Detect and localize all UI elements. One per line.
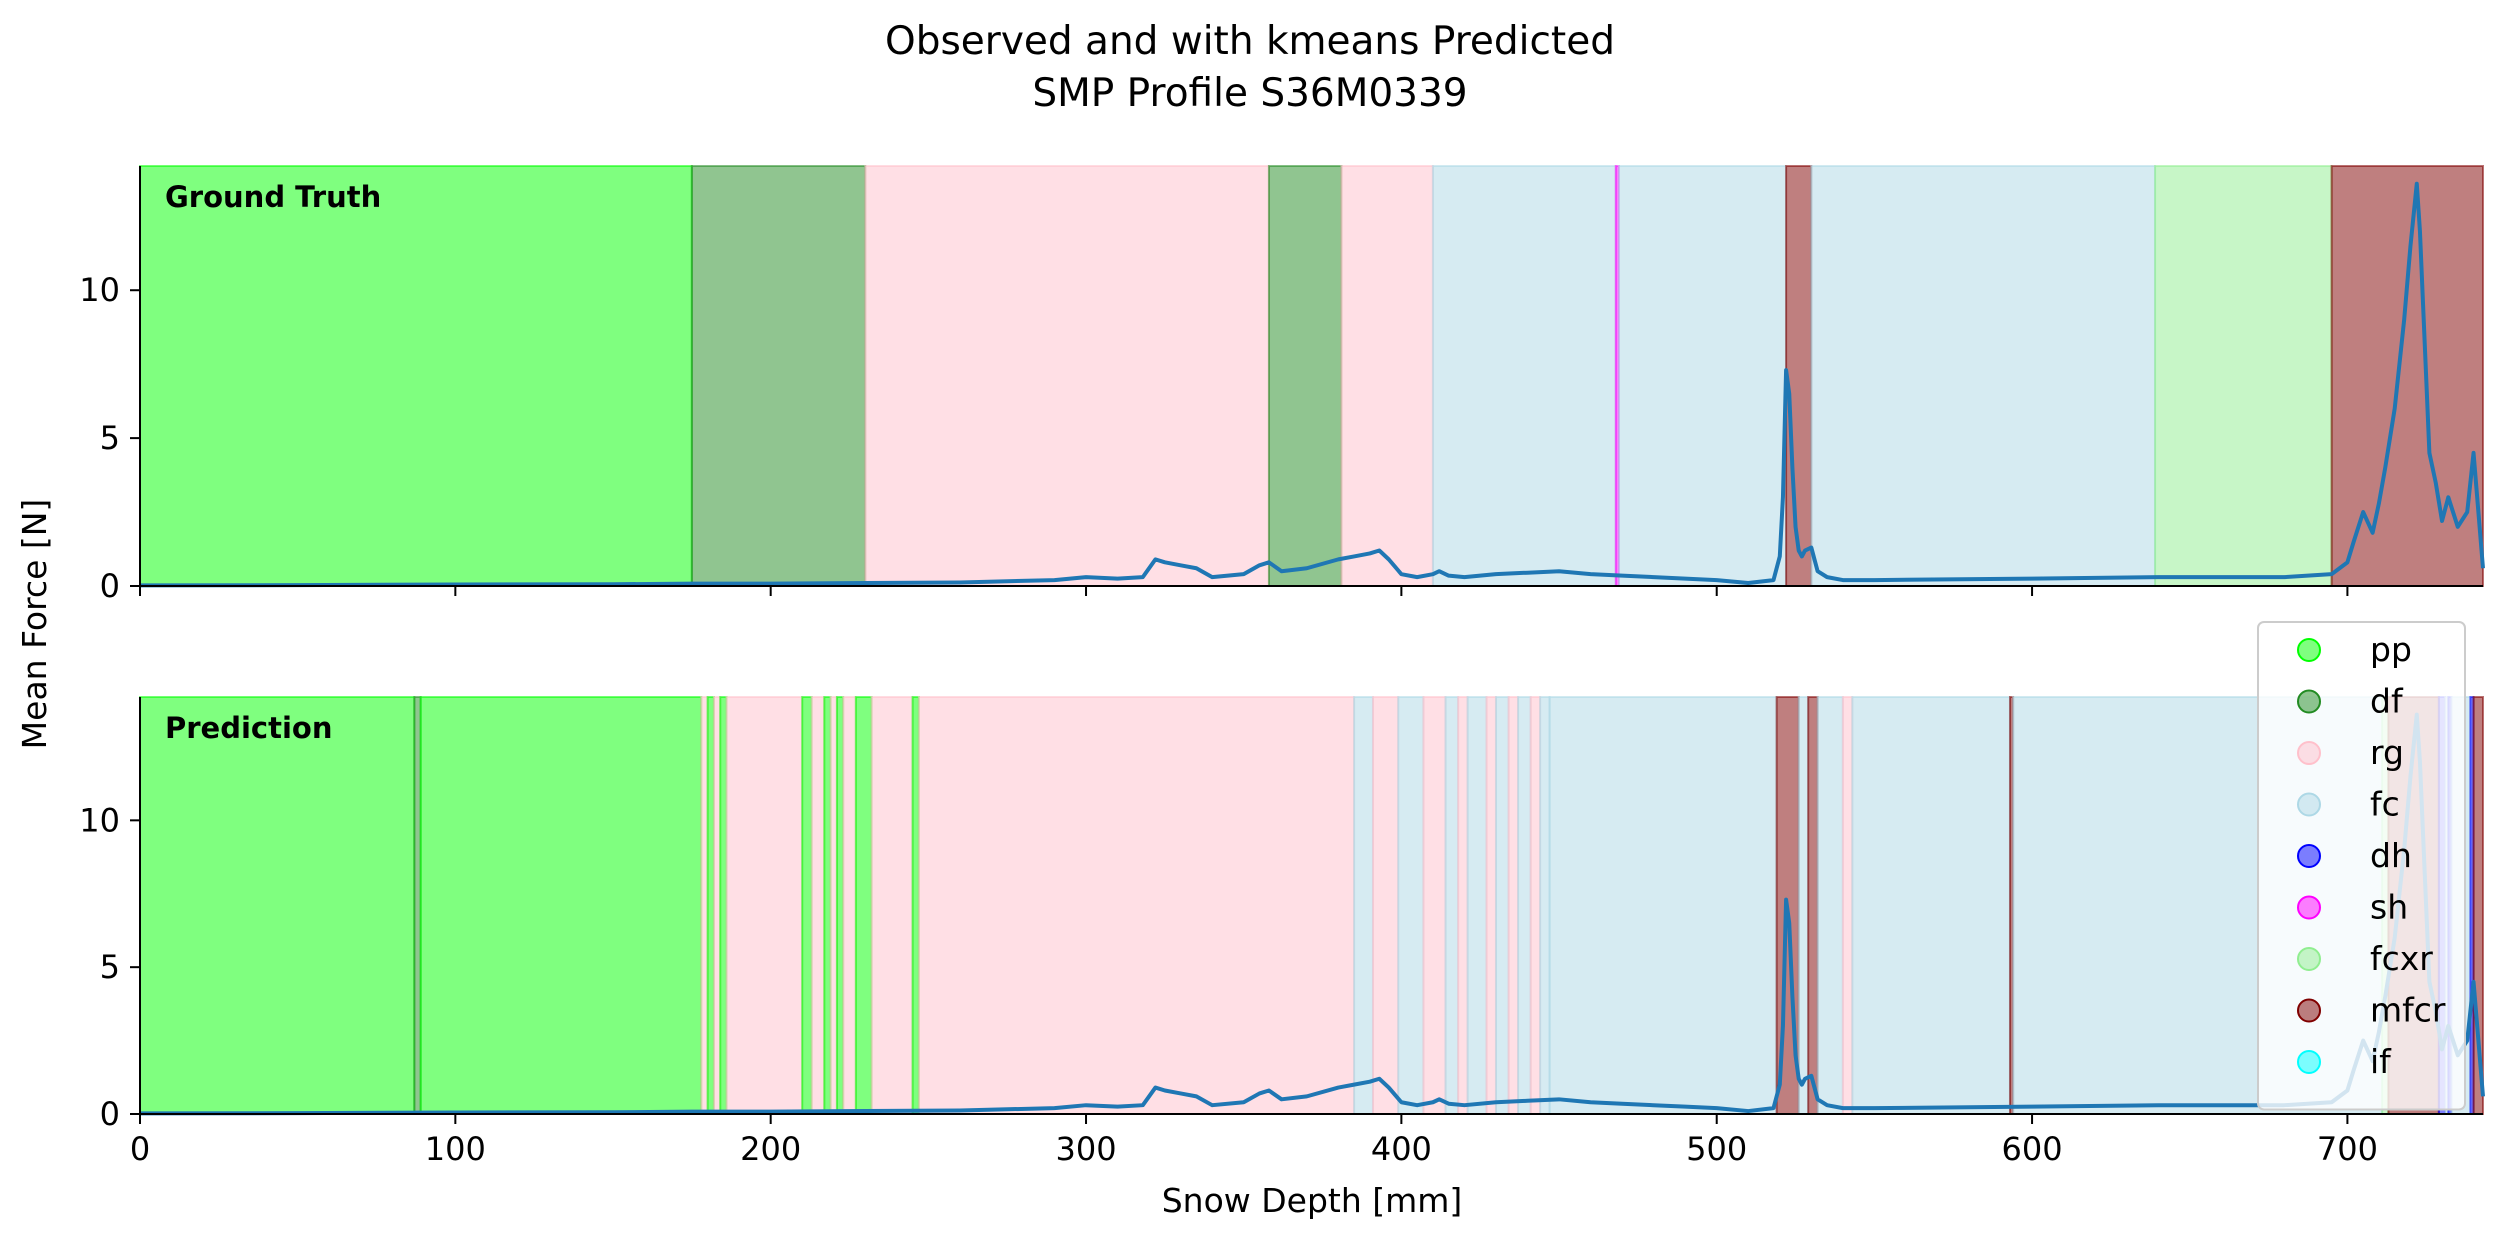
segment-fc: [1353, 696, 1374, 1115]
legend-marker-dh: [2297, 844, 2321, 868]
legend-marker-pp: [2297, 638, 2321, 662]
y-tick-label: 0: [100, 1095, 120, 1133]
y-tick-label: 10: [79, 271, 120, 309]
ground-truth-panel: 0 5 10 Ground Truth: [79, 165, 2485, 605]
y-tick-label: 0: [100, 567, 120, 605]
legend-label-df: df: [2370, 682, 2404, 721]
legend-label-pp: pp: [2370, 630, 2412, 669]
segment-rg: [1457, 696, 1469, 1115]
x-tick-label: 200: [740, 1130, 801, 1168]
segment-fc: [1797, 696, 1810, 1115]
segment-fc: [1539, 696, 1551, 1115]
segment-pp: [801, 696, 813, 1115]
segment-fc: [1397, 696, 1425, 1115]
legend-marker-sh: [2297, 895, 2321, 920]
segment-pp: [139, 165, 693, 587]
segment-rg: [810, 696, 826, 1115]
segment-pp: [139, 696, 416, 1115]
panel-label: Prediction: [165, 711, 333, 745]
chart-title: Observed and with kmeans Predicted SMP P…: [885, 19, 1615, 116]
segment-rg: [1422, 696, 1447, 1115]
segment-fc: [1851, 696, 2011, 1115]
x-tick-label: 100: [425, 1130, 486, 1168]
segment-df: [1267, 165, 1343, 587]
legend-label-fcxr: fcxr: [2370, 939, 2433, 978]
x-tick-label: 700: [2317, 1130, 2378, 1168]
legend-marker-fc: [2297, 792, 2321, 817]
segment-fc: [1431, 165, 1617, 587]
segment-fc: [1466, 696, 1488, 1115]
panel-label: Ground Truth: [165, 180, 381, 214]
segment-fc: [1548, 696, 1778, 1115]
x-tick-label: 300: [1055, 1130, 1116, 1168]
legend-label-if: if: [2370, 1042, 2392, 1081]
x-tick-label: 0: [130, 1130, 150, 1168]
segment-fc: [1494, 696, 1510, 1115]
y-axis-label: Mean Force [N]: [15, 499, 54, 750]
segment-rg: [917, 696, 1356, 1115]
force-line: [139, 181, 2485, 588]
segment-rg: [1371, 696, 1400, 1115]
segment-fc: [1810, 165, 2157, 587]
legend-box: [2257, 621, 2466, 1111]
segment-mfcr: [1807, 696, 1819, 1115]
segment-rg: [870, 696, 914, 1115]
x-tick-label: 400: [1371, 1130, 1432, 1168]
segment-rg: [1485, 696, 1497, 1115]
y-tick-label: 5: [100, 948, 120, 986]
x-tick-label: 600: [2002, 1130, 2063, 1168]
segment-fc: [1816, 696, 1844, 1115]
segment-rg: [1507, 696, 1520, 1115]
segment-fc: [1617, 165, 1788, 587]
legend-marker-fcxr: [2297, 947, 2321, 971]
x-tick-label: 500: [1686, 1130, 1747, 1168]
segment-pp: [419, 696, 703, 1115]
segment-mfcr: [2330, 165, 2484, 587]
chart-title-line-1: Observed and with kmeans Predicted: [885, 19, 1615, 64]
x-axis-label: Snow Depth [mm]: [1162, 1181, 1463, 1220]
legend-marker-df: [2297, 689, 2321, 714]
legend-label-dh: dh: [2370, 836, 2412, 875]
legend-label-sh: sh: [2370, 888, 2408, 927]
legend-marker-mfcr: [2297, 998, 2321, 1023]
chart-legend: pp df rg fc dh sh fcxr mfcr if: [2257, 621, 2466, 1111]
segment-rg: [1340, 165, 1434, 587]
segment-rg: [842, 696, 857, 1115]
chart-title-line-2: SMP Profile S36M0339: [1032, 71, 1467, 116]
segment-mfcr: [1785, 165, 1813, 587]
segment-rg: [1841, 696, 1854, 1115]
segment-rg: [725, 696, 804, 1115]
y-tick-label: 10: [79, 801, 120, 839]
legend-label-fc: fc: [2370, 785, 2400, 824]
y-tick-label: 5: [100, 419, 120, 457]
segment-fc: [1444, 696, 1460, 1115]
legend-marker-if: [2297, 1050, 2321, 1074]
legend-marker-rg: [2297, 741, 2321, 765]
segment-pp: [854, 696, 873, 1115]
segment-fc: [1517, 696, 1532, 1115]
legend-label-rg: rg: [2370, 733, 2404, 772]
segment-rg: [1529, 696, 1542, 1115]
legend-label-mfcr: mfcr: [2370, 991, 2446, 1030]
segment-fcxr: [2154, 165, 2333, 587]
segment-rg: [864, 165, 1270, 587]
segment-df: [690, 165, 867, 587]
